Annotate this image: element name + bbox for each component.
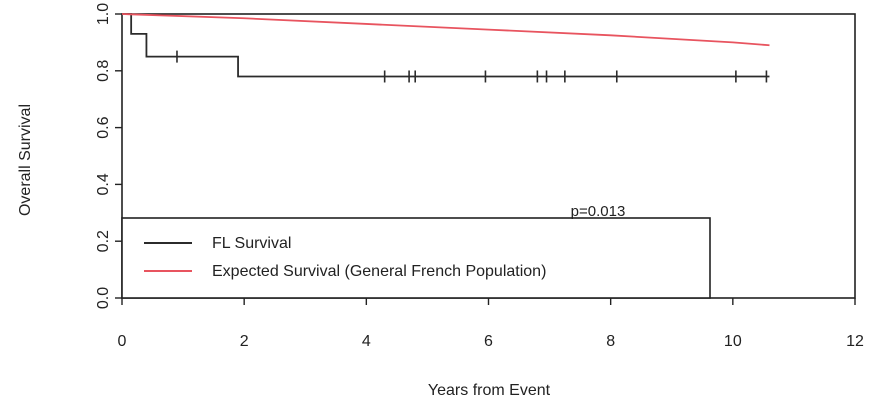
expected-survival-line: [121, 13, 770, 47]
y-tick-label: 0.4: [95, 173, 112, 195]
legend-label: FL Survival: [212, 235, 291, 252]
y-tick-label: 0.0: [95, 287, 112, 309]
x-tick-label: 6: [484, 333, 493, 350]
plot-layer: 0 2 4 6 8 10 12 0.0 0.2 0.4 0.6 0.8 1.0 FL Survival Ex…: [95, 3, 864, 350]
y-axis-label: Overall Survival: [17, 104, 34, 216]
legend-label: Expected Survival (General French Popula…: [212, 263, 546, 280]
fl-survival-line: [122, 13, 770, 78]
x-tick-label: 4: [362, 333, 371, 350]
p-value-annotation: p=0.013: [571, 203, 626, 220]
x-tick-label: 0: [118, 333, 127, 350]
x-tick-label: 12: [846, 333, 864, 350]
y-tick-label: 0.6: [95, 116, 112, 138]
x-axis-label: Years from Event: [428, 382, 551, 399]
y-tick-label: 1.0: [95, 3, 112, 25]
x-tick-label: 10: [724, 333, 742, 350]
y-tick-label: 0.2: [95, 230, 112, 252]
x-tick-label: 2: [240, 333, 249, 350]
legend-box: [121, 217, 711, 299]
x-tick-label: 8: [606, 333, 615, 350]
y-tick-label: 0.8: [95, 60, 112, 82]
